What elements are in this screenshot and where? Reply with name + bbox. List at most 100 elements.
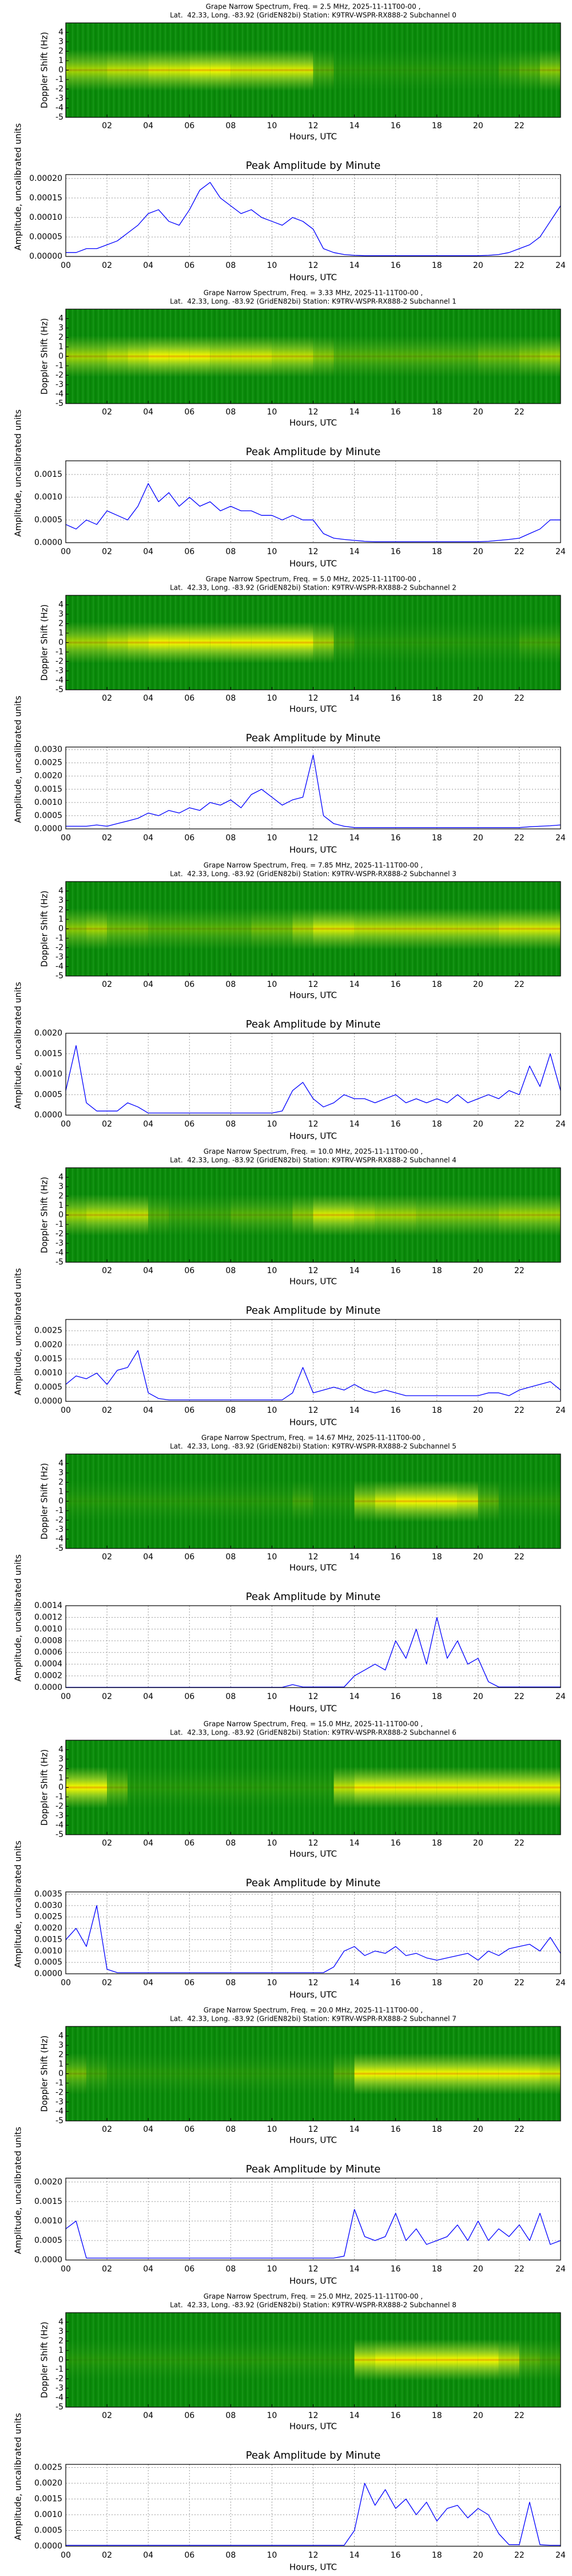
x-tick-label: 12: [308, 980, 319, 989]
intensity-column: [395, 908, 416, 950]
x-tick-label: 18: [432, 694, 442, 703]
y-axis-label: Amplitude, uncalibrated units: [13, 696, 23, 823]
intensity-column: [375, 335, 396, 377]
intensity-column: [478, 908, 499, 950]
x-tick-label: 00: [61, 1406, 71, 1415]
y-axis-label: Doppler Shift (Hz): [39, 2322, 50, 2399]
intensity-column: [519, 1767, 540, 1808]
x-tick-label: 20: [473, 1692, 483, 1701]
y-tick-label: 0.0020: [34, 1924, 62, 1933]
x-tick-label: 04: [143, 980, 153, 989]
y-tick-label: 0.0020: [34, 2479, 62, 2488]
chart-subtitle: Lat. 42.33, Long. -83.92 (GridEN82bi) St…: [170, 1729, 456, 1737]
intensity-column: [333, 622, 355, 663]
x-tick-label: 20: [473, 121, 483, 131]
y-tick-label: 0.0010: [34, 1946, 62, 1955]
intensity-column: [416, 2339, 437, 2381]
x-tick-label: 16: [391, 547, 401, 556]
intensity-column: [272, 49, 293, 91]
intensity-column: [169, 908, 190, 950]
y-tick-label: 0.0008: [34, 1636, 62, 1645]
x-tick-label: 20: [473, 1978, 483, 1988]
intensity-column: [210, 1767, 231, 1808]
y-tick-label: 2: [58, 906, 63, 915]
x-tick-label: 12: [308, 408, 319, 417]
y-tick-label: -1: [55, 2079, 63, 2088]
x-axis-label: Hours, UTC: [289, 1704, 337, 1714]
chart-title: Peak Amplitude by Minute: [246, 446, 381, 458]
y-tick-label: 0.00000: [29, 252, 62, 261]
intensity-column: [416, 1480, 437, 1522]
y-tick-label: -4: [55, 1249, 63, 1258]
intensity-column: [107, 335, 128, 377]
intensity-column: [478, 2339, 499, 2381]
x-axis-label: Hours, UTC: [289, 272, 337, 283]
intensity-column: [416, 49, 437, 91]
intensity-column: [231, 1767, 252, 1808]
y-tick-label: -5: [55, 1544, 63, 1553]
x-tick-label: 22: [514, 1552, 525, 1562]
intensity-column: [128, 1194, 149, 1236]
intensity-column: [251, 1194, 272, 1236]
x-tick-label: 10: [267, 547, 277, 556]
y-tick-label: 0.0015: [34, 2495, 62, 2504]
y-tick-label: -5: [55, 1830, 63, 1839]
x-tick-label: 04: [143, 121, 153, 131]
x-tick-label: 18: [432, 833, 442, 843]
x-tick-label: 04: [143, 1552, 153, 1562]
intensity-column: [498, 1480, 519, 1522]
x-tick-label: 08: [225, 1266, 236, 1275]
y-tick-label: 3: [58, 1468, 63, 1477]
amplitude-line: [65, 1350, 561, 1401]
intensity-column: [107, 622, 128, 663]
y-axis-label: Amplitude, uncalibrated units: [13, 2413, 23, 2541]
x-tick-label: 14: [349, 1406, 360, 1415]
y-tick-label: 4: [58, 2318, 63, 2327]
x-tick-label: 08: [225, 694, 236, 703]
y-tick-label: 0.0000: [34, 1397, 62, 1406]
intensity-column: [457, 908, 478, 950]
intensity-column: [354, 1194, 375, 1236]
y-tick-label: 4: [58, 600, 63, 610]
x-tick-label: 14: [349, 408, 360, 417]
amplitude-line: [66, 2483, 561, 2546]
intensity-column: [457, 1767, 478, 1808]
x-tick-label: 06: [184, 1266, 194, 1275]
x-tick-label: 06: [184, 1120, 194, 1129]
x-tick-label: 04: [143, 694, 153, 703]
y-tick-label: -3: [55, 1239, 63, 1248]
x-tick-label: 18: [432, 2265, 442, 2274]
intensity-column: [148, 335, 169, 377]
intensity-column: [231, 1194, 252, 1236]
intensity-column: [107, 1767, 128, 1808]
x-tick-label: 12: [308, 1552, 319, 1562]
x-tick-label: 14: [349, 2551, 360, 2560]
intensity-column: [86, 622, 108, 663]
x-tick-label: 12: [308, 2125, 319, 2134]
x-tick-label: 22: [514, 694, 525, 703]
x-axis-label: Hours, UTC: [289, 1563, 337, 1573]
intensity-column: [292, 1480, 313, 1522]
x-tick-label: 20: [473, 261, 483, 270]
x-tick-label: 20: [473, 2125, 483, 2134]
x-tick-label: 10: [267, 1552, 277, 1562]
y-tick-label: 0.0030: [34, 745, 62, 754]
x-tick-label: 04: [143, 261, 153, 270]
x-tick-label: 10: [267, 833, 277, 843]
x-tick-label: 16: [391, 1552, 401, 1562]
y-tick-label: -5: [55, 2403, 63, 2412]
y-tick-label: 0.0010: [34, 493, 62, 502]
intensity-column: [128, 1480, 149, 1522]
y-tick-label: 0.0010: [34, 1625, 62, 1634]
intensity-column: [539, 622, 561, 663]
intensity-column: [395, 335, 416, 377]
intensity-column: [313, 908, 334, 950]
x-tick-label: 14: [349, 980, 360, 989]
x-tick-label: 20: [473, 1552, 483, 1562]
y-tick-label: 1: [58, 629, 63, 638]
intensity-column: [251, 1480, 272, 1522]
intensity-column: [231, 1480, 252, 1522]
x-axis-label: Hours, UTC: [289, 1277, 337, 1287]
intensity-column: [395, 2053, 416, 2095]
x-tick-label: 04: [143, 833, 153, 843]
